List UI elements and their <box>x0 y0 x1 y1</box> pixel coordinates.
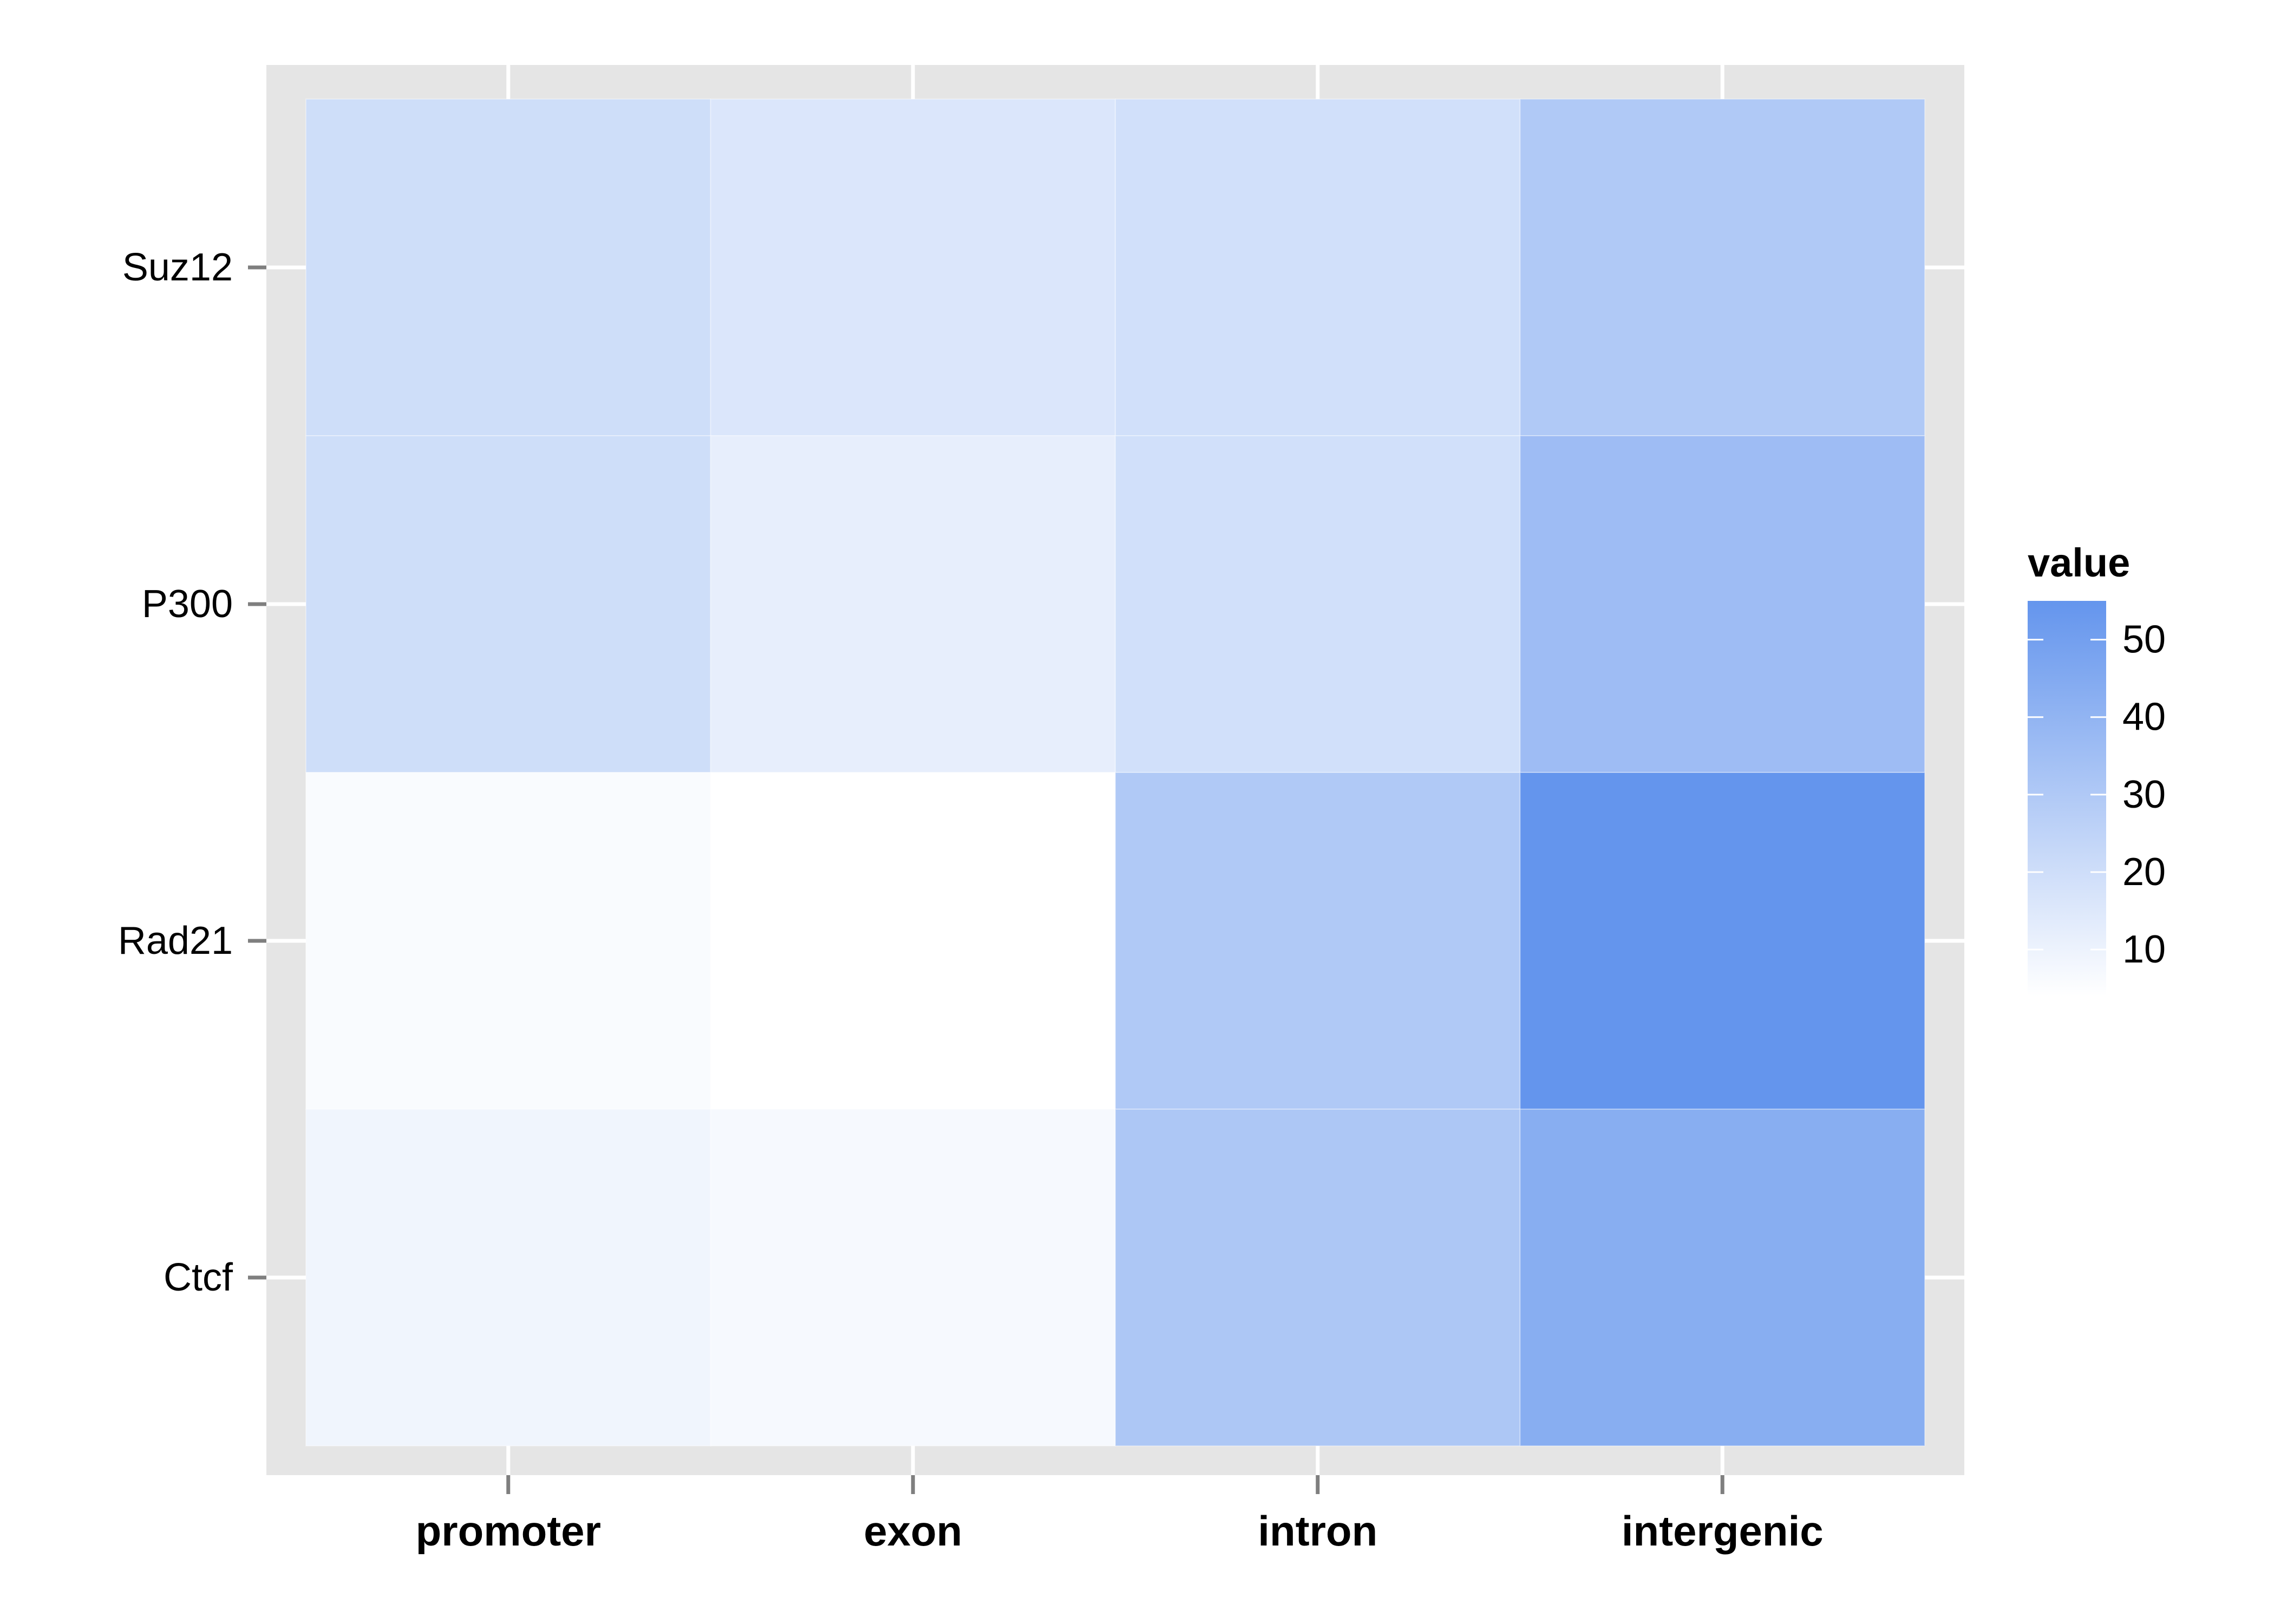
legend-tick-label: 20 <box>2122 850 2166 894</box>
y-axis: Suz12 P300 Rad21 Ctcf <box>118 246 266 1299</box>
heatmap-cell-rad21-promoter <box>305 772 711 1110</box>
x-tick-label: intron <box>1258 1507 1377 1555</box>
color-legend: value 10 20 30 40 50 <box>2028 540 2166 996</box>
y-tick-label: Ctcf <box>164 1256 233 1299</box>
legend-title: value <box>2028 540 2130 585</box>
legend-colorbar <box>2028 601 2106 996</box>
heatmap-cell-p300-promoter <box>305 435 711 773</box>
heatmap-cell-ctcf-promoter <box>305 1109 711 1446</box>
heatmap-cell-rad21-intron <box>1115 772 1521 1110</box>
legend-tick-label: 10 <box>2122 928 2166 971</box>
legend-tick-label: 30 <box>2122 773 2166 816</box>
heatmap-cell-rad21-exon <box>710 772 1116 1110</box>
y-tick-label: Suz12 <box>122 246 233 289</box>
legend-tick-label: 40 <box>2122 696 2166 739</box>
heatmap-cell-rad21-intergenic <box>1519 772 1925 1110</box>
heatmap-cell-ctcf-intron <box>1115 1109 1521 1446</box>
legend-ticks: 10 20 30 40 50 <box>2028 618 2166 971</box>
heatmap-cell-ctcf-exon <box>710 1109 1116 1446</box>
heatmap-cell-p300-exon <box>710 435 1116 773</box>
y-tick-label: P300 <box>142 582 233 626</box>
heatmap-cell-p300-intergenic <box>1519 435 1925 773</box>
heatmap-cell-p300-intron <box>1115 435 1521 773</box>
heatmap-cell-suz12-promoter <box>305 99 711 436</box>
heatmap-cell-suz12-intergenic <box>1519 99 1925 436</box>
legend-tick-label: 50 <box>2122 618 2166 662</box>
heatmap-cell-suz12-exon <box>710 99 1116 436</box>
heatmap-tiles <box>305 99 1925 1446</box>
x-tick-label: intergenic <box>1622 1507 1824 1555</box>
x-axis: promoter exon intron intergenic <box>416 1475 1824 1555</box>
x-tick-label: promoter <box>416 1507 601 1555</box>
heatmap-cell-suz12-intron <box>1115 99 1521 436</box>
heatmap-cell-ctcf-intergenic <box>1519 1109 1925 1446</box>
x-tick-label: exon <box>864 1507 962 1555</box>
y-tick-label: Rad21 <box>118 919 233 962</box>
